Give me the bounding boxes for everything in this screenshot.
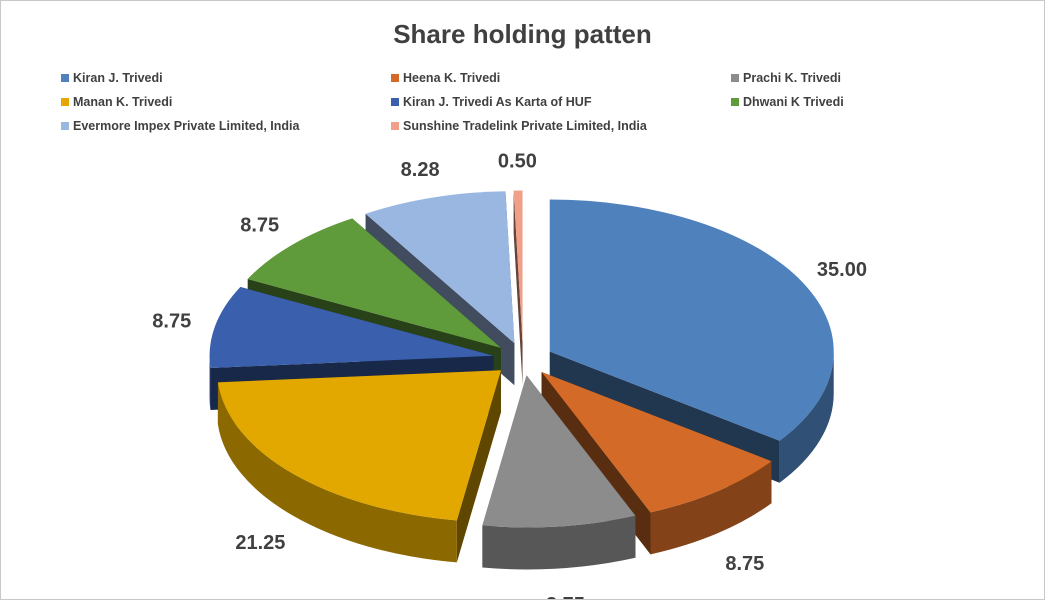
- legend-label: Sunshine Tradelink Private Limited, Indi…: [403, 119, 647, 133]
- legend-entry: Kiran J. Trivedi: [61, 71, 391, 85]
- legend-entry: Heena K. Trivedi: [391, 71, 731, 85]
- data-label: 0.50: [498, 151, 537, 173]
- pie-slice: [482, 375, 636, 570]
- slice-top: [549, 199, 834, 441]
- data-label: 21.25: [235, 532, 285, 554]
- slice-top: [541, 371, 772, 513]
- data-label: 8.75: [152, 311, 191, 333]
- data-label: 8.75: [240, 214, 279, 236]
- legend-label: Heena K. Trivedi: [403, 71, 501, 85]
- legend-label: Kiran J. Trivedi: [73, 71, 163, 85]
- slice-top: [482, 375, 636, 528]
- legend-entry: Dhwani K Trivedi: [731, 95, 1021, 109]
- legend-entry: Prachi K. Trivedi: [731, 71, 1021, 85]
- data-labels: 35.00 8.75 8.75 21.25 8.75 8.75 8.28 0.50: [152, 151, 867, 599]
- legend-label: Manan K. Trivedi: [73, 95, 173, 109]
- legend-label: Kiran J. Trivedi As Karta of HUF: [403, 95, 592, 109]
- legend-swatch: [61, 122, 69, 130]
- legend-swatch: [731, 74, 739, 82]
- pie-slices: [209, 190, 834, 570]
- legend-swatch: [61, 98, 69, 106]
- data-label: 8.75: [725, 553, 764, 575]
- legend-swatch: [391, 122, 399, 130]
- slice-rim: [217, 382, 457, 563]
- chart-title: Share holding patten: [393, 19, 652, 49]
- legend-swatch: [391, 98, 399, 106]
- slice-top: [365, 191, 515, 344]
- slice-rim: [650, 461, 772, 555]
- slice-side-wall: [513, 190, 523, 385]
- legend-swatch: [61, 74, 69, 82]
- legend-entry: Kiran J. Trivedi As Karta of HUF: [391, 95, 731, 109]
- legend-swatch: [391, 74, 399, 82]
- data-label: 8.75: [546, 594, 585, 599]
- legend-entry: Sunshine Tradelink Private Limited, Indi…: [391, 119, 731, 133]
- slice-rim: [482, 515, 636, 570]
- slice-top: [247, 218, 501, 348]
- data-label: 35.00: [817, 259, 867, 281]
- slice-side-wall: [456, 370, 501, 563]
- legend-swatch: [731, 98, 739, 106]
- legend-entry: Manan K. Trivedi: [61, 95, 391, 109]
- legend: Kiran J. Trivedi Heena K. Trivedi Prachi…: [61, 71, 1021, 133]
- pie-slice: [217, 370, 501, 563]
- slice-top: [513, 190, 523, 343]
- legend-label: Prachi K. Trivedi: [743, 71, 841, 85]
- legend-label: Dhwani K Trivedi: [743, 95, 844, 109]
- slice-top: [217, 370, 501, 521]
- legend-label: Evermore Impex Private Limited, India: [73, 119, 300, 133]
- slice-rim: [209, 355, 211, 410]
- slice-rim: [779, 351, 834, 483]
- slice-top: [209, 287, 494, 368]
- legend-entry: Evermore Impex Private Limited, India: [61, 119, 391, 133]
- pie-slice: [513, 190, 523, 385]
- data-label: 8.28: [401, 159, 440, 181]
